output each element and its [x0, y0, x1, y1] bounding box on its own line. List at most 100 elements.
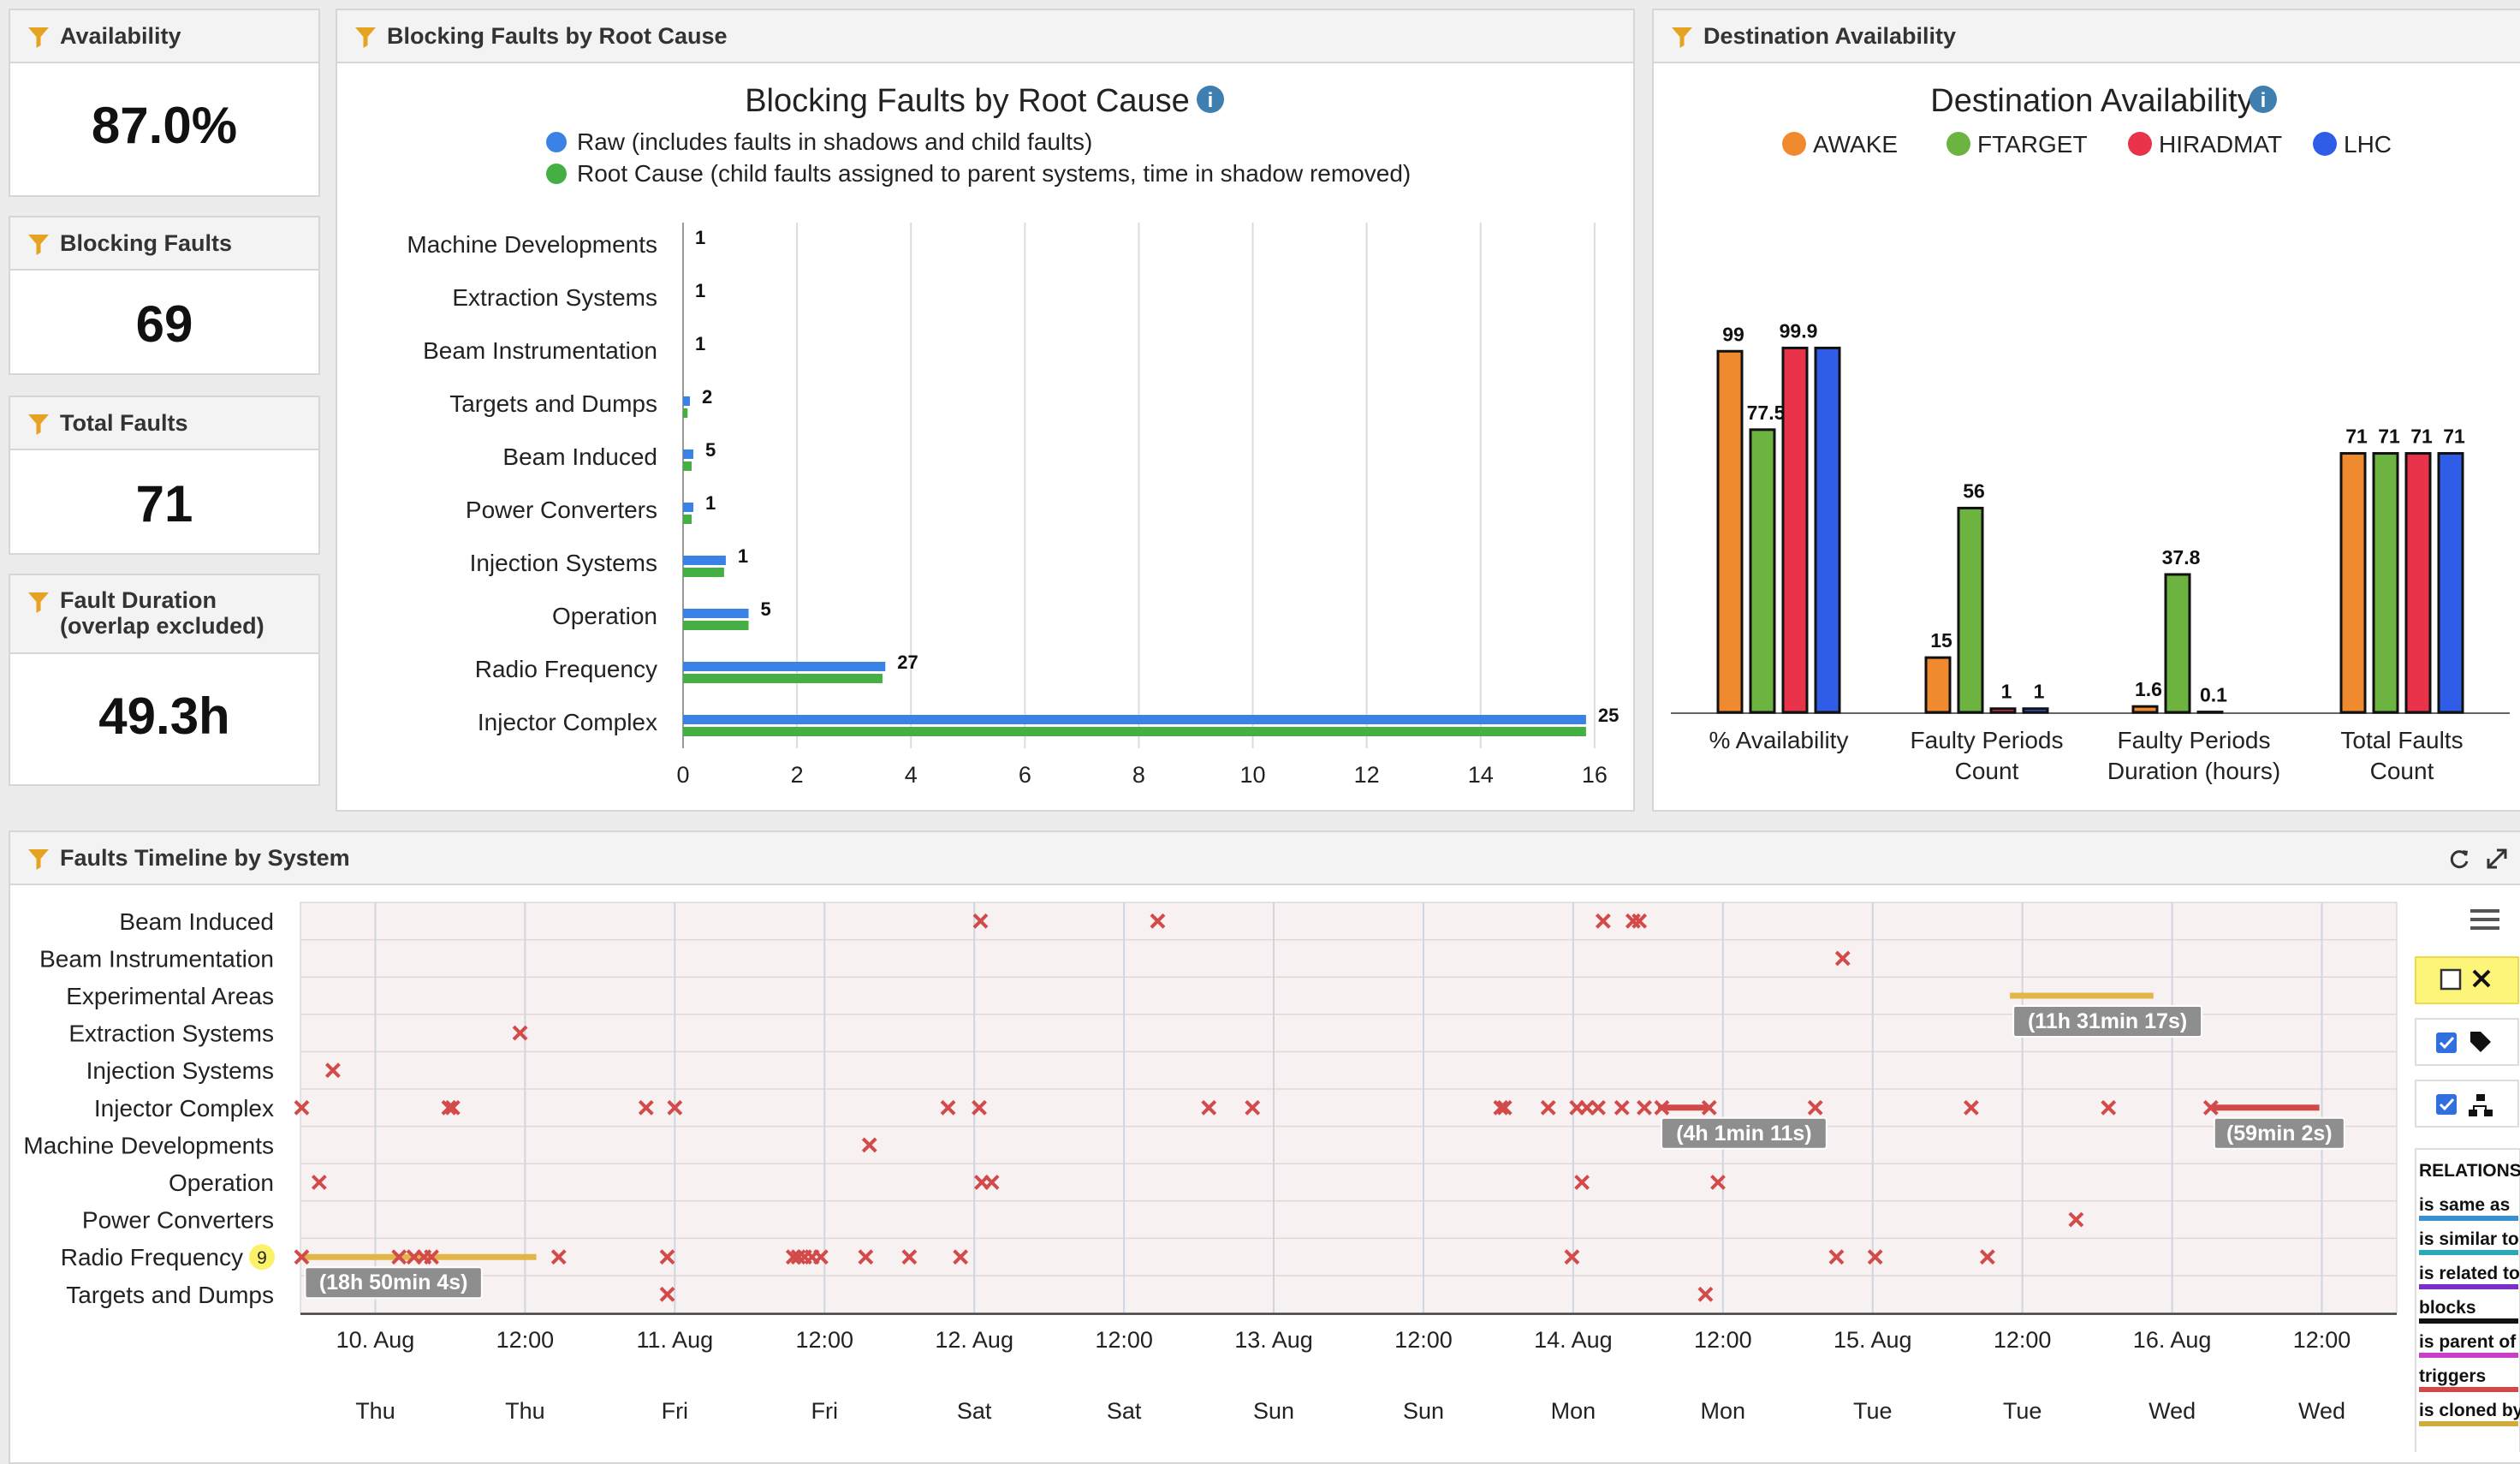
show-relations-toggle[interactable] — [2416, 1080, 2518, 1127]
bar[interactable] — [683, 515, 692, 524]
selection-mode-button[interactable] — [2416, 957, 2518, 1003]
data-label: 71 — [2410, 426, 2433, 448]
kpi-value: 69 — [10, 295, 318, 354]
category-label: Duration (hours) — [2107, 758, 2280, 784]
filter-icon[interactable] — [26, 411, 51, 437]
bar[interactable] — [1750, 430, 1774, 712]
x-tick-label: 13. Aug — [1234, 1327, 1313, 1353]
relation-label: blocks — [2419, 1298, 2476, 1318]
x-tick-label: 12:00 — [1394, 1327, 1453, 1353]
data-label: 99 — [1722, 323, 1744, 345]
bar[interactable] — [2133, 706, 2157, 712]
x-tick-day: Sun — [1253, 1398, 1294, 1424]
system-label: Beam Induced — [119, 908, 274, 935]
data-label: 1 — [705, 492, 716, 514]
legend-item[interactable]: LHC — [2344, 131, 2392, 158]
bar[interactable] — [2406, 454, 2430, 712]
data-label: 1 — [2034, 681, 2045, 703]
bar[interactable] — [683, 396, 690, 406]
relation-swatch — [2419, 1216, 2518, 1221]
svg-text:(59min 2s): (59min 2s) — [2226, 1122, 2333, 1146]
refresh-icon[interactable] — [2446, 846, 2472, 872]
info-icon[interactable]: i — [1197, 86, 1224, 113]
system-label: Power Converters — [82, 1207, 274, 1234]
system-label: Beam Instrumentation — [39, 945, 274, 972]
category-label: Count — [1955, 758, 2019, 784]
legend-raw[interactable]: Raw (includes faults in shadows and chil… — [577, 128, 1092, 155]
bar[interactable] — [683, 674, 883, 683]
bar[interactable] — [683, 461, 692, 471]
bar[interactable] — [2341, 454, 2365, 712]
info-icon[interactable]: i — [2250, 86, 2277, 113]
data-label: 1.6 — [2135, 678, 2162, 700]
data-label: 5 — [761, 598, 771, 620]
bar[interactable] — [1816, 348, 1839, 712]
bar[interactable] — [683, 556, 726, 565]
bar[interactable] — [2024, 709, 2048, 712]
bar[interactable] — [683, 621, 749, 630]
bar[interactable] — [2166, 574, 2190, 712]
bar[interactable] — [683, 609, 749, 618]
relation-label: is similar to — [2419, 1229, 2519, 1249]
legend-item[interactable]: HIRADMAT — [2159, 131, 2282, 158]
timeline-plot-area[interactable] — [300, 902, 2397, 1313]
bar[interactable] — [1958, 508, 1982, 712]
kpi-header: Total Faults — [10, 397, 318, 450]
bar[interactable] — [683, 408, 687, 418]
legend-marker — [1946, 132, 1970, 156]
duration-label: (18h 50min 4s) — [305, 1267, 481, 1298]
duration-label: (59min 2s) — [2214, 1118, 2345, 1149]
bar[interactable] — [1783, 348, 1807, 712]
relation-label: is related to — [2419, 1264, 2520, 1283]
system-label: Extraction Systems — [68, 1021, 274, 1047]
legend-item[interactable]: FTARGET — [1977, 131, 2088, 158]
x-tick-day: Mon — [1551, 1398, 1596, 1424]
filter-icon[interactable] — [26, 24, 51, 50]
kpi-title: Blocking Faults — [60, 217, 232, 269]
bar[interactable] — [683, 662, 885, 671]
x-tick-label: 15. Aug — [1834, 1327, 1912, 1353]
filter-icon[interactable] — [26, 231, 51, 257]
x-tick-label: 12:00 — [2293, 1327, 2351, 1353]
expand-icon[interactable] — [2484, 846, 2510, 872]
relation-label: is parent of — [2419, 1332, 2517, 1352]
x-tick-day: Fri — [662, 1398, 688, 1424]
bar[interactable] — [2439, 454, 2463, 712]
x-tick-label: 6 — [1019, 762, 1031, 788]
kpi-title: Total Faults — [60, 397, 188, 449]
data-label: 37.8 — [2162, 546, 2201, 568]
bar[interactable] — [1991, 709, 2015, 712]
bar[interactable] — [2374, 454, 2398, 712]
bar[interactable] — [683, 715, 1586, 724]
bar[interactable] — [1718, 351, 1742, 712]
category-label: Beam Instrumentation — [423, 337, 657, 364]
bar[interactable] — [683, 503, 693, 512]
count-badge: 9 — [249, 1244, 275, 1270]
timeline-menu-icon[interactable] — [2470, 909, 2499, 930]
data-label: 2 — [702, 386, 712, 408]
category-label: % Availability — [1709, 727, 1849, 753]
legend-item[interactable]: AWAKE — [1813, 131, 1898, 158]
filter-icon[interactable] — [26, 846, 51, 872]
legend-root-cause[interactable]: Root Cause (child faults assigned to par… — [577, 160, 1411, 187]
filter-icon[interactable] — [26, 589, 51, 615]
bar[interactable] — [683, 568, 724, 577]
kpi-header: Fault Duration (overlap excluded) — [10, 575, 318, 654]
chart-title: Blocking Faults by Root Cause — [745, 83, 1190, 119]
filter-icon[interactable] — [353, 24, 378, 50]
panel-header: Faults Timeline by System — [10, 832, 2520, 885]
x-tick-label: 14 — [1468, 762, 1494, 788]
system-label: Targets and Dumps — [66, 1282, 274, 1308]
panel-header: Destination Availability — [1654, 10, 2520, 63]
bar[interactable] — [683, 727, 1586, 736]
bar[interactable] — [1926, 658, 1950, 712]
show-labels-toggle[interactable] — [2416, 1019, 2518, 1065]
category-label: Extraction Systems — [452, 284, 657, 311]
data-label: 1 — [2001, 681, 2012, 703]
kpi-availability: Availability 87.0% — [9, 9, 320, 197]
data-label: 56 — [1963, 479, 1985, 502]
data-label: 71 — [2443, 426, 2465, 448]
bar[interactable] — [683, 449, 693, 459]
x-tick-label: 12:00 — [496, 1327, 555, 1353]
filter-icon[interactable] — [1669, 24, 1695, 50]
